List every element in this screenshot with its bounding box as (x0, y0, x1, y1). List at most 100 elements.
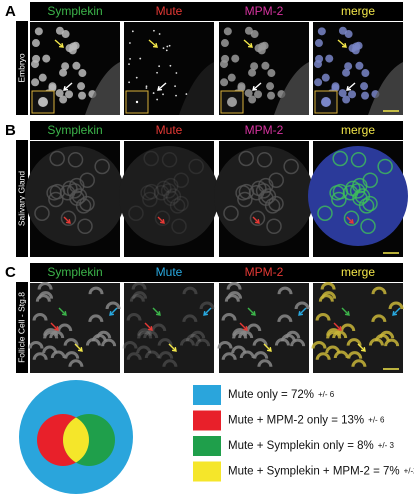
arrow-head (242, 325, 248, 331)
gland (214, 146, 314, 246)
follicle-cell (290, 338, 306, 347)
follicle-cell (157, 338, 173, 346)
gland-cell (154, 210, 171, 227)
micrograph (313, 22, 403, 115)
follicle-cell (217, 340, 233, 349)
follicle-cell (253, 351, 269, 359)
follicle-cell (332, 330, 348, 339)
micrograph (119, 141, 219, 257)
gland-cell (160, 183, 177, 199)
gland-cell (163, 177, 179, 194)
column-header: Mute (156, 4, 183, 18)
arrow-head (61, 310, 67, 316)
gland-cell (377, 158, 393, 175)
arrow (392, 307, 401, 316)
gland-cell (362, 195, 378, 212)
follicle-cell (195, 338, 211, 347)
gland-cell (352, 177, 368, 194)
nucleus (355, 61, 364, 70)
legend-error: +/- 3 (378, 441, 395, 450)
arrow-head (203, 310, 209, 316)
nucleus-dot (175, 94, 177, 97)
nucleus-dot (145, 85, 148, 88)
nucleus (266, 82, 275, 91)
gland-cell (249, 210, 266, 227)
inset-cell (321, 97, 331, 107)
arrow-head (53, 325, 59, 331)
gland-cell (343, 210, 360, 227)
micrograph (124, 22, 214, 115)
gland-cell (258, 177, 274, 194)
follicle-cell (182, 314, 198, 323)
follicle-cell (221, 352, 237, 361)
arrow (157, 82, 167, 91)
nucleus (354, 41, 363, 50)
nucleus (250, 30, 259, 39)
follicle-cell (340, 323, 356, 332)
follicle-cell (374, 333, 390, 342)
legend-label: Mute only = 72% (228, 389, 314, 401)
tissue (179, 62, 214, 115)
nucleus-dot (175, 72, 178, 74)
arrow (346, 216, 354, 224)
follicle-cell (91, 333, 107, 342)
follicle-cell (35, 294, 51, 302)
nucleus (61, 62, 70, 71)
column-header: Symplekin (47, 265, 102, 279)
micrograph (214, 141, 314, 257)
arrow (148, 39, 158, 48)
follicle-cell (122, 340, 138, 349)
nucleus (31, 78, 40, 87)
follicle-cell (315, 352, 331, 361)
nucleus (344, 62, 353, 71)
nucleus-dot (165, 49, 168, 52)
arrow-head (247, 42, 253, 48)
follicle-cell (131, 281, 147, 290)
follicle-cell (129, 294, 145, 302)
nucleus (361, 91, 370, 100)
nucleus (227, 73, 236, 82)
nucleus (223, 27, 232, 36)
follicle-cell (126, 352, 142, 361)
nucleus-dot (156, 98, 159, 101)
follicle-cell (388, 301, 404, 310)
gland-cell (283, 158, 299, 175)
column-header: MPM-2 (245, 123, 284, 137)
follicle-cell (199, 301, 215, 310)
arrow (152, 307, 161, 316)
follicle-cell (325, 345, 341, 354)
nucleus (260, 41, 269, 50)
arrow-head (266, 346, 272, 352)
follicle-cell (68, 359, 84, 367)
follicle-cell (190, 330, 206, 339)
follicle-cell (185, 333, 201, 342)
nucleus-dot (169, 64, 172, 67)
follicle-cell (158, 351, 174, 359)
side-bar (16, 282, 28, 373)
follicle-cell (43, 330, 59, 339)
nucleus (32, 54, 41, 63)
gland-cell (223, 205, 239, 221)
arrow (346, 82, 356, 91)
follicle-cell (151, 323, 167, 332)
inset-cell (38, 97, 48, 107)
micrograph (219, 22, 309, 115)
gland-cell (34, 205, 50, 221)
follicle-cell (144, 350, 160, 359)
arrow (341, 307, 350, 316)
column-header: merge (341, 265, 375, 279)
arrow-head (159, 218, 165, 224)
gland-cell (48, 191, 64, 208)
side-label: Salivary Gland (16, 171, 26, 227)
nucleus-dot (162, 47, 165, 50)
column-header: Mute (156, 265, 183, 279)
arrow-head (58, 42, 64, 48)
gland-cell (143, 150, 159, 167)
column-header: Symplekin (47, 4, 102, 18)
nucleus (248, 95, 257, 104)
nucleus (261, 61, 270, 70)
follicle-cell (239, 350, 255, 359)
header-bar (30, 2, 403, 21)
nucleus (38, 73, 47, 82)
nucleus (59, 68, 68, 77)
